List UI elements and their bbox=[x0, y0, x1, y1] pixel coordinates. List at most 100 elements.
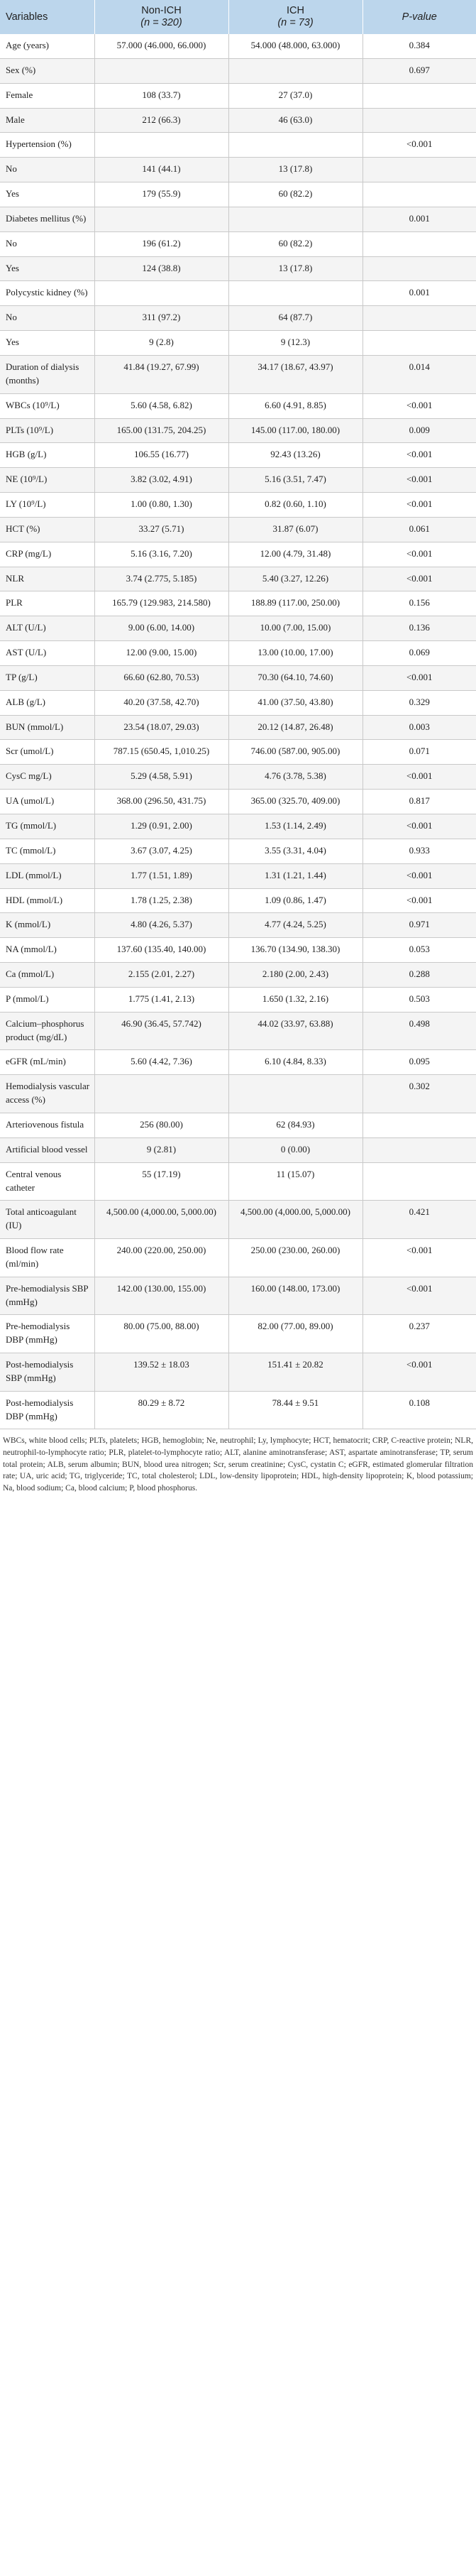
cell-p-value bbox=[362, 1162, 476, 1201]
cell-variable: Male bbox=[0, 108, 95, 133]
cell-p-value: 0.014 bbox=[362, 355, 476, 394]
table-header: Variables Non-ICH (n = 320) ICH (n = 73)… bbox=[0, 0, 476, 34]
cell-p-value bbox=[362, 1137, 476, 1163]
table-row: No 141 (44.1) 13 (17.8) bbox=[0, 157, 476, 183]
cell-variable: Polycystic kidney (%) bbox=[0, 280, 95, 307]
cell-variable: Yes bbox=[0, 256, 95, 282]
cell-non-ich: 179 (55.9) bbox=[94, 182, 229, 207]
cell-p-value: <0.001 bbox=[362, 442, 476, 469]
cell-non-ich: 46.90 (36.45, 57.742) bbox=[94, 1012, 229, 1051]
cell-non-ich: 196 (61.2) bbox=[94, 231, 229, 257]
cell-non-ich: 40.20 (37.58, 42.70) bbox=[94, 690, 229, 716]
table-row: Hypertension (%) <0.001 bbox=[0, 132, 476, 158]
table-row: Pre-hemodialysis DBP (mmHg) 80.00 (75.00,… bbox=[0, 1314, 476, 1354]
cell-p-value: <0.001 bbox=[362, 863, 476, 889]
cell-ich: 11 (15.07) bbox=[228, 1162, 363, 1201]
cell-non-ich: 80.00 (75.00, 88.00) bbox=[94, 1314, 229, 1354]
table-row: Ca (mmol/L) 2.155 (2.01, 2.27) 2.180 (2.00… bbox=[0, 962, 476, 988]
cell-p-value: 0.933 bbox=[362, 839, 476, 864]
cell-ich: 0.82 (0.60, 1.10) bbox=[228, 492, 363, 518]
cell-non-ich: 9 (2.81) bbox=[94, 1137, 229, 1163]
cell-p-value bbox=[362, 182, 476, 207]
cell-ich: 5.16 (3.51, 7.47) bbox=[228, 467, 363, 493]
cell-ich: 365.00 (325.70, 409.00) bbox=[228, 789, 363, 814]
cell-non-ich: 3.67 (3.07, 4.25) bbox=[94, 839, 229, 864]
cell-non-ich: 4,500.00 (4,000.00, 5,000.00) bbox=[94, 1200, 229, 1240]
cell-variable: No bbox=[0, 305, 95, 332]
table-row: AST (U/L) 12.00 (9.00, 15.00) 13.00 (10.00… bbox=[0, 640, 476, 666]
cell-p-value bbox=[362, 83, 476, 109]
cell-ich bbox=[228, 132, 363, 158]
cell-variable: CysC mg/L) bbox=[0, 764, 95, 790]
cell-variable: Diabetes mellitus (%) bbox=[0, 207, 95, 232]
cell-variable: Sex (%) bbox=[0, 58, 95, 84]
cell-ich: 44.02 (33.97, 63.88) bbox=[228, 1012, 363, 1051]
cell-ich: 6.60 (4.91, 8.85) bbox=[228, 393, 363, 419]
table-row: Female 108 (33.7) 27 (37.0) bbox=[0, 83, 476, 109]
cell-variable: Total anticoagulant (IU) bbox=[0, 1200, 95, 1240]
cell-variable: Central venous catheter bbox=[0, 1162, 95, 1201]
header-ich: ICH (n = 73) bbox=[228, 0, 363, 34]
header-non-ich: Non-ICH (n = 320) bbox=[94, 0, 229, 34]
table-row: LDL (mmol/L) 1.77 (1.51, 1.89) 1.31 (1.21,… bbox=[0, 863, 476, 889]
cell-non-ich: 12.00 (9.00, 15.00) bbox=[94, 640, 229, 666]
cell-non-ich: 80.29 ± 8.72 bbox=[94, 1391, 229, 1430]
cell-non-ich: 368.00 (296.50, 431.75) bbox=[94, 789, 229, 814]
cell-p-value: <0.001 bbox=[362, 888, 476, 914]
cell-ich: 188.89 (117.00, 250.00) bbox=[228, 591, 363, 617]
cell-ich: 6.10 (4.84, 8.33) bbox=[228, 1049, 363, 1076]
cell-p-value: 0.061 bbox=[362, 517, 476, 542]
table-row: TG (mmol/L) 1.29 (0.91, 2.00) 1.53 (1.14, … bbox=[0, 814, 476, 839]
cell-variable: P (mmol/L) bbox=[0, 987, 95, 1013]
cell-ich: 0 (0.00) bbox=[228, 1137, 363, 1163]
cell-ich: 12.00 (4.79, 31.48) bbox=[228, 542, 363, 567]
cell-variable: Hypertension (%) bbox=[0, 132, 95, 158]
cell-non-ich: 139.52 ± 18.03 bbox=[94, 1353, 229, 1392]
cell-ich: 145.00 (117.00, 180.00) bbox=[228, 418, 363, 444]
cell-p-value: 0.288 bbox=[362, 962, 476, 988]
cell-non-ich: 1.29 (0.91, 2.00) bbox=[94, 814, 229, 839]
cell-non-ich: 787.15 (650.45, 1,010.25) bbox=[94, 739, 229, 765]
cell-ich: 60 (82.2) bbox=[228, 231, 363, 257]
header-ich-count: (n = 73) bbox=[277, 17, 314, 28]
cell-p-value: <0.001 bbox=[362, 132, 476, 158]
cell-variable: PLR bbox=[0, 591, 95, 617]
cell-variable: NA (mmol/L) bbox=[0, 937, 95, 964]
table-row: TP (g/L) 66.60 (62.80, 70.53) 70.30 (64.10… bbox=[0, 665, 476, 691]
cell-p-value: 0.498 bbox=[362, 1012, 476, 1051]
cell-non-ich: 5.29 (4.58, 5.91) bbox=[94, 764, 229, 790]
cell-variable: Age (years) bbox=[0, 34, 95, 59]
cell-ich: 9 (12.3) bbox=[228, 330, 363, 356]
cell-non-ich: 1.78 (1.25, 2.38) bbox=[94, 888, 229, 914]
cell-p-value: <0.001 bbox=[362, 764, 476, 790]
cell-ich: 4.76 (3.78, 5.38) bbox=[228, 764, 363, 790]
cell-non-ich bbox=[94, 280, 229, 307]
cell-p-value bbox=[362, 1113, 476, 1138]
cell-variable: NLR bbox=[0, 567, 95, 592]
cell-non-ich: 9.00 (6.00, 14.00) bbox=[94, 616, 229, 642]
table-row: NE (10⁹/L) 3.82 (3.02, 4.91) 5.16 (3.51, 7… bbox=[0, 467, 476, 493]
cell-non-ich: 165.00 (131.75, 204.25) bbox=[94, 418, 229, 444]
cell-p-value: 0.108 bbox=[362, 1391, 476, 1430]
cell-ich: 3.55 (3.31, 4.04) bbox=[228, 839, 363, 864]
cell-non-ich: 2.155 (2.01, 2.27) bbox=[94, 962, 229, 988]
cell-ich: 151.41 ± 20.82 bbox=[228, 1353, 363, 1392]
cell-ich: 4.77 (4.24, 5.25) bbox=[228, 912, 363, 939]
cell-ich: 70.30 (64.10, 74.60) bbox=[228, 665, 363, 691]
cell-p-value: 0.136 bbox=[362, 616, 476, 642]
table-row: Post-hemodialysis SBP (mmHg) 139.52 ± 18.… bbox=[0, 1353, 476, 1392]
cell-non-ich bbox=[94, 132, 229, 158]
cell-p-value: <0.001 bbox=[362, 1277, 476, 1316]
baseline-characteristics-table: Variables Non-ICH (n = 320) ICH (n = 73)… bbox=[0, 0, 476, 1430]
cell-variable: PLTs (10⁹/L) bbox=[0, 418, 95, 444]
cell-non-ich: 142.00 (130.00, 155.00) bbox=[94, 1277, 229, 1316]
cell-p-value: 0.095 bbox=[362, 1049, 476, 1076]
cell-variable: HCT (%) bbox=[0, 517, 95, 542]
table-row: NLR 3.74 (2.775, 5.185) 5.40 (3.27, 12.26)… bbox=[0, 567, 476, 592]
cell-non-ich bbox=[94, 207, 229, 232]
cell-non-ich: 1.775 (1.41, 2.13) bbox=[94, 987, 229, 1013]
cell-ich: 1.650 (1.32, 2.16) bbox=[228, 987, 363, 1013]
header-p-value: P-value bbox=[362, 0, 476, 34]
header-variables-label: Variables bbox=[6, 11, 48, 23]
cell-p-value: <0.001 bbox=[362, 393, 476, 419]
